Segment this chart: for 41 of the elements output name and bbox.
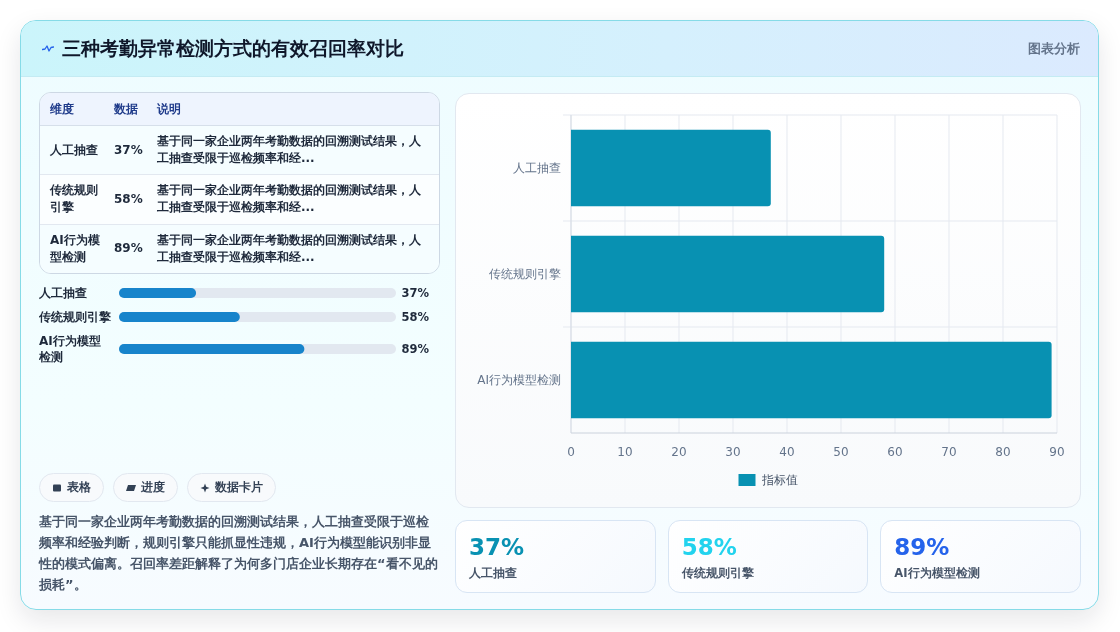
data-label: 37% xyxy=(401,286,430,300)
text: 说明 xyxy=(157,101,182,117)
x-tick-label: 0 xyxy=(567,445,575,459)
text: 基于同一家企业两年考勤数据的回溯测试结果，人工抽查受限于巡检频率和经验判断，规则引擎只能抓显性违规，AI行为模型能识别非显性的模式偏离。召回率差距解释了为何多门店企业长期存在“看不见的损耗”。 xyxy=(39,513,439,594)
text: 数据卡片 xyxy=(215,480,263,495)
y-tick-label: 传统规则引擎 xyxy=(38,310,112,324)
x-tick-label: 30 xyxy=(725,445,741,459)
text: 数据 xyxy=(114,101,139,117)
y-tick-label: AI行为模型检测 xyxy=(477,373,561,387)
data-label: 89% xyxy=(401,342,430,356)
data-label: 37% xyxy=(114,141,144,159)
x-tick-label: 20 xyxy=(671,445,687,459)
data-label: 89% xyxy=(894,533,950,561)
x-tick-label: 10 xyxy=(617,445,633,459)
data-label: 89% xyxy=(114,240,144,258)
legend-label: 指标值 xyxy=(760,473,798,487)
x-tick-label: 50 xyxy=(833,445,849,459)
y-tick-label: 人工抽查 xyxy=(513,161,561,175)
text: 维度 xyxy=(49,101,75,117)
text: 进度 xyxy=(141,480,165,495)
x-tick-label: 90 xyxy=(1049,445,1065,459)
data-label: 58% xyxy=(401,310,430,324)
x-tick-label: 70 xyxy=(941,445,957,459)
y-tick-label: 人工抽查 xyxy=(38,286,87,300)
text: 基于同一家企业两年考勤数据的回溯测试结果，人工抽查受限于巡检频率和经... xyxy=(157,182,422,217)
category-label: 传统规则引擎 xyxy=(681,565,754,581)
y-tick-label: 传统规则引擎 xyxy=(489,267,561,281)
x-tick-label: 60 xyxy=(887,445,903,459)
x-tick-label: 40 xyxy=(779,445,795,459)
category-label: 人工抽查 xyxy=(469,565,517,581)
data-label: 58% xyxy=(681,533,737,561)
text: 基于同一家企业两年考勤数据的回溯测试结果，人工抽查受限于巡检频率和经... xyxy=(157,133,422,168)
y-tick-label: AI行为模型检测 xyxy=(38,334,101,364)
x-tick-label: 80 xyxy=(995,445,1011,459)
data-label: 37% xyxy=(469,533,525,561)
text: 三种考勤异常检测方式的有效召回率对比 xyxy=(62,36,404,61)
category-label: AI行为模型检测 xyxy=(894,565,980,581)
data-label: 58% xyxy=(114,191,144,208)
text: 表格 xyxy=(67,480,91,495)
text: 图表分析 xyxy=(1028,40,1080,58)
text: 基于同一家企业两年考勤数据的回溯测试结果，人工抽查受限于巡检频率和经... xyxy=(157,231,422,266)
